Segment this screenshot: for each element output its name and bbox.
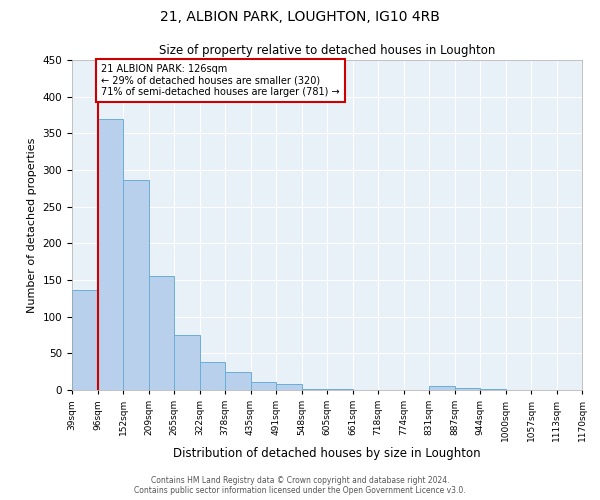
- Text: Contains HM Land Registry data © Crown copyright and database right 2024.
Contai: Contains HM Land Registry data © Crown c…: [134, 476, 466, 495]
- Bar: [429, 386, 455, 390]
- Text: 21 ALBION PARK: 126sqm
← 29% of detached houses are smaller (320)
71% of semi-de: 21 ALBION PARK: 126sqm ← 29% of detached…: [101, 64, 340, 97]
- Bar: [302, 388, 327, 390]
- Bar: [455, 388, 480, 390]
- Bar: [97, 118, 123, 390]
- Bar: [199, 362, 225, 390]
- Bar: [225, 372, 251, 390]
- Bar: [276, 384, 302, 390]
- Bar: [72, 290, 97, 390]
- Bar: [251, 382, 276, 390]
- X-axis label: Distribution of detached houses by size in Loughton: Distribution of detached houses by size …: [173, 446, 481, 460]
- Bar: [123, 180, 149, 390]
- Bar: [174, 335, 199, 390]
- Title: Size of property relative to detached houses in Loughton: Size of property relative to detached ho…: [159, 44, 495, 58]
- Y-axis label: Number of detached properties: Number of detached properties: [27, 138, 37, 312]
- Bar: [480, 388, 505, 390]
- Bar: [149, 276, 174, 390]
- Text: 21, ALBION PARK, LOUGHTON, IG10 4RB: 21, ALBION PARK, LOUGHTON, IG10 4RB: [160, 10, 440, 24]
